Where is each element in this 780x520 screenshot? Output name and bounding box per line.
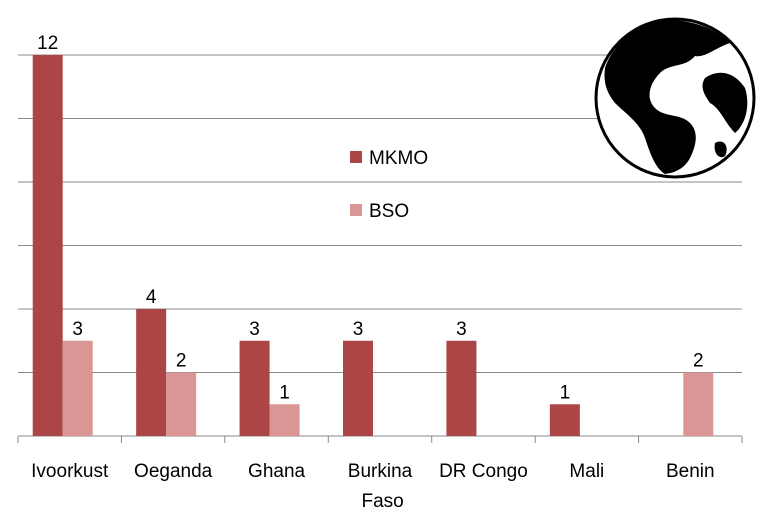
bar	[239, 340, 270, 436]
bar	[549, 404, 580, 436]
data-label: 1	[279, 382, 290, 403]
data-label: 12	[37, 33, 58, 54]
data-label: 2	[176, 351, 187, 372]
x-tick-label: Ivoorkust	[31, 461, 109, 482]
data-label: 1	[560, 382, 571, 403]
data-label: 3	[456, 319, 467, 340]
x-tick-label: Mali	[569, 461, 604, 482]
bar	[683, 372, 714, 436]
data-label: 2	[693, 351, 704, 372]
x-tick-label: Burkina Faso	[348, 461, 413, 512]
x-tick-label: Benin	[666, 461, 715, 482]
bar	[269, 404, 300, 436]
bar	[62, 340, 93, 436]
data-label: 3	[72, 319, 83, 340]
legend-label: BSO	[369, 201, 409, 222]
bar	[166, 372, 197, 436]
bar	[446, 340, 477, 436]
bar	[136, 309, 167, 436]
data-label: 3	[249, 319, 260, 340]
x-tick-label: Ghana	[248, 461, 305, 482]
globe-image	[594, 17, 756, 179]
bar	[32, 55, 63, 436]
x-tick-label: Oeganda	[134, 461, 213, 482]
legend-swatch	[350, 204, 362, 216]
data-label: 3	[353, 319, 364, 340]
x-tick-label: DR Congo	[439, 461, 528, 482]
legend-label: MKMO	[369, 148, 428, 169]
bar	[343, 340, 373, 436]
legend-swatch	[350, 151, 362, 163]
data-label: 4	[146, 287, 157, 308]
